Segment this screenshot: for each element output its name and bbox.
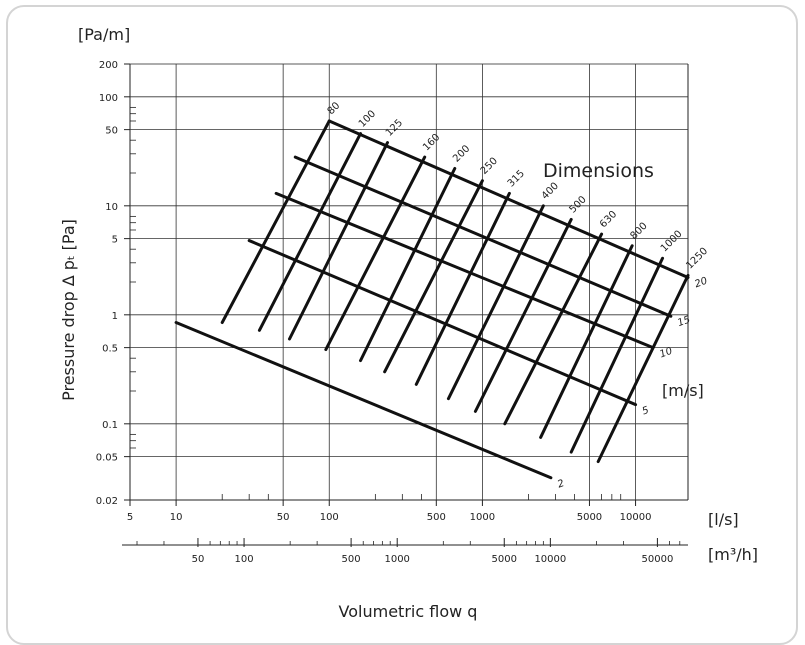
diameter-label: 400: [540, 181, 561, 202]
m3h-tick-label: 1000: [384, 554, 409, 565]
chart-ticks: 200 100 50 10 5 1 0.5 0.1 0.05 0.02 5 10 50 100 500 100…: [96, 60, 681, 565]
diameter-label: 100: [357, 108, 378, 129]
chart-grid: [130, 64, 688, 500]
dimensions-label: Dimensions: [543, 160, 654, 182]
diameter-line: [359, 166, 457, 363]
velocity-line: [247, 239, 638, 407]
m3h-tick-label: 50: [192, 554, 205, 565]
diameter-line: [324, 155, 427, 352]
y-tick-label: 0.5: [102, 344, 118, 355]
y-unit-label: [Pa/m]: [78, 25, 130, 44]
m3h-tick-label: 100: [235, 554, 254, 565]
diameter-label: 630: [598, 209, 619, 230]
velocity-label: 10: [658, 346, 674, 361]
y-tick-label: 1: [112, 311, 118, 322]
x-unit-m3h-label: [m³/h]: [708, 545, 758, 564]
m3h-tick-label: 10000: [534, 554, 566, 565]
m3h-tick-label: 50000: [642, 554, 674, 565]
diameter-label: 315: [506, 168, 527, 189]
x-tick-label: 50: [277, 512, 290, 523]
diameter-label: 500: [568, 194, 589, 215]
y-axis-label: Pressure drop ∆ pₜ [Pa]: [59, 219, 78, 401]
x-axis-label: Volumetric flow q: [339, 602, 478, 621]
diameter-line: [383, 179, 484, 374]
diameter-label: 125: [384, 117, 405, 138]
m3h-tick-label: 500: [342, 554, 361, 565]
diameter-label: 250: [479, 156, 500, 177]
y-tick-label: 0.1: [102, 420, 118, 431]
diameter-line: [446, 204, 545, 401]
diameter-label: 200: [451, 143, 472, 164]
diameter-line: [473, 217, 573, 413]
velocity-line: [174, 321, 553, 480]
diameter-line: [220, 119, 331, 325]
x-tick-label: 100: [320, 512, 339, 523]
diameter-line: [257, 132, 363, 332]
chart-labels: [Pa/m] Pressure drop ∆ pₜ [Pa] Volumetri…: [59, 25, 758, 621]
diameter-line: [596, 273, 690, 464]
diameter-label: 160: [421, 132, 442, 153]
x-tick-label: 5: [127, 512, 133, 523]
diameter-line: [287, 141, 389, 341]
velocity-unit-label: [m/s]: [662, 381, 704, 400]
y-tick-label: 10: [105, 202, 118, 213]
diameter-label: 1000: [659, 229, 685, 255]
diameter-line: [414, 191, 511, 386]
y-tick-label: 200: [99, 60, 118, 71]
diameter-line: [569, 256, 665, 454]
velocity-label: 2: [556, 478, 566, 491]
y-tick-label: 100: [99, 93, 118, 104]
velocity-line: [327, 119, 690, 279]
velocity-label: 15: [676, 314, 692, 329]
velocity-line: [293, 155, 673, 318]
y-tick-label: 50: [105, 126, 118, 137]
diameter-line: [539, 244, 634, 439]
y-tick-label: 5: [112, 235, 118, 246]
x-tick-label: 10: [170, 512, 183, 523]
y-tick-label: 0.05: [96, 453, 118, 464]
x-unit-ls-label: [l/s]: [708, 510, 739, 529]
x-tick-label: 10000: [620, 512, 652, 523]
velocity-line: [274, 191, 655, 350]
y-tick-label: 0.02: [96, 496, 118, 507]
x-tick-label: 5000: [577, 512, 602, 523]
pressure-drop-chart: 200 100 50 10 5 1 0.5 0.1 0.05 0.02 5 10 50 100 500 100…: [59, 25, 758, 621]
x-tick-label: 500: [427, 512, 446, 523]
chart-axes: [122, 63, 689, 546]
velocity-label: 5: [641, 405, 651, 418]
diameter-label: 80: [326, 100, 343, 117]
velocity-label: 20: [693, 276, 709, 291]
x-tick-label: 1000: [470, 512, 495, 523]
diameter-line: [503, 232, 604, 426]
m3h-tick-label: 5000: [492, 554, 517, 565]
